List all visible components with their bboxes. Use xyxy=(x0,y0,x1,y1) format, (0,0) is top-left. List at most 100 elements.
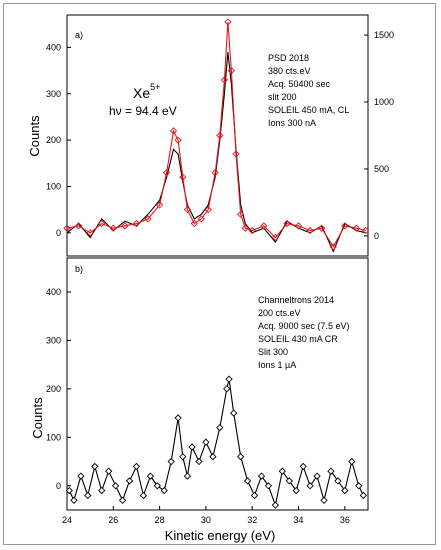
panel-b-annotation-line: Ions 1 µA xyxy=(258,360,296,370)
panel-b-ytick-label: 100 xyxy=(46,432,61,442)
panel-a: 0 100 200 300 400 0 500 1000 1500 a) Xe5+ hν = … xyxy=(27,14,394,257)
panel-b-ytick-label: 300 xyxy=(46,335,61,345)
panel-a-ylabel: Counts xyxy=(27,115,42,157)
ion-charge: 5+ xyxy=(150,82,160,92)
panel-b-series-0-point xyxy=(243,477,252,485)
panel-b-series-0-point xyxy=(160,486,168,495)
panel-a-right-tick-label: 1000 xyxy=(374,97,394,107)
panel-b-xtick-label: 24 xyxy=(62,515,72,525)
panel-b-series-0-point xyxy=(271,501,280,509)
panel-b-series-0-line xyxy=(68,379,364,508)
panel-b-plot-frame xyxy=(66,257,369,511)
figure-frame xyxy=(3,3,436,545)
panel-b-series-0-point xyxy=(257,472,266,480)
panel-a-series-1-point xyxy=(294,222,303,230)
panel-a-ytick-label: 0 xyxy=(56,228,61,238)
panel-b-series-0-point xyxy=(320,496,328,504)
panel-a-series-1-point xyxy=(109,224,117,232)
panel-b-series-0-point xyxy=(306,482,314,490)
panel-b-series-0-point xyxy=(179,453,187,461)
panel-b-series-0-point xyxy=(153,482,161,490)
panel-a-left-ticks: 0 100 200 300 400 xyxy=(46,42,71,238)
x-axis-label: Kinetic energy (eV) xyxy=(165,528,276,543)
panel-a-series-1-point xyxy=(183,206,192,214)
panel-b-series-0-point xyxy=(132,462,141,471)
panel-b-x-ticks: 24 26 28 30 32 34 36 xyxy=(62,506,350,525)
panel-a-series-1-point xyxy=(220,76,229,84)
panel-b-series xyxy=(65,375,368,509)
panel-a-series-1-point xyxy=(197,215,205,223)
panel-a-series-1-point xyxy=(204,206,212,214)
panel-b-ylabel: Counts xyxy=(30,397,45,439)
panel-a-series-1-point xyxy=(216,131,224,140)
panel-a-series-1-point xyxy=(211,168,219,177)
panel-b-annotation-line: 200 cts.eV xyxy=(258,308,301,318)
panel-b-ytick-label: 200 xyxy=(46,384,61,394)
panel-b-series-0-point xyxy=(188,443,196,451)
panel-a-series-1-point xyxy=(306,226,314,235)
panel-b-xtick-label: 30 xyxy=(201,515,211,525)
panel-b-xtick-label: 28 xyxy=(155,515,165,525)
panel-b-series-0-point xyxy=(230,409,238,417)
panel-b-series-0-point xyxy=(139,491,148,500)
panel-a-series-1-point xyxy=(224,18,232,26)
panel-b-annotation-line: SOLEIL 430 mA CR xyxy=(258,334,338,344)
panel-a-plot-frame xyxy=(66,14,369,257)
panel-a-series-1-point xyxy=(155,201,164,209)
panel-b-series-0-point xyxy=(285,477,293,485)
panel-b-series-0-point xyxy=(125,477,134,485)
panel-a-series-1-point xyxy=(190,219,198,228)
panel-b-series-0-point xyxy=(313,472,321,480)
panel-b-series-0-point xyxy=(264,482,273,490)
panel-b-xtick-label: 32 xyxy=(247,515,257,525)
panel-a-ytick-label: 300 xyxy=(46,89,61,99)
panel-a-series-1-point xyxy=(329,243,337,251)
panel-b-series-0-point xyxy=(355,482,363,490)
panel-a-series-1-point xyxy=(241,224,249,232)
panel-a-series-1-point xyxy=(352,224,361,232)
panel-a-annotation-line: Acq. 50400 sec xyxy=(268,79,331,89)
panel-b-series-0-point xyxy=(348,457,356,466)
panel-b-xtick-label: 26 xyxy=(108,515,118,525)
panel-a-annotation-line: Ions 300 nA xyxy=(268,118,316,128)
panel-b-series-0-point xyxy=(98,486,106,495)
panel-b-series-0-point xyxy=(111,482,120,490)
panel-b-annotation-line: Acq. 9000 sec (7.5 eV) xyxy=(258,321,350,331)
panel-a-series-1-point xyxy=(162,168,171,177)
panel-b-left-ticks: 0 100 200 300 400 xyxy=(46,287,71,491)
panel-a-annotation-line: SOLEIL 450 mA, CL xyxy=(268,105,349,115)
panel-a-ytick-label: 200 xyxy=(46,135,61,145)
panel-a-series-1-line xyxy=(66,21,366,248)
panel-b-annotation-line: Channeltrons 2014 xyxy=(258,295,334,305)
panel-a-series-1-point xyxy=(121,222,129,230)
panel-b-series-0-point xyxy=(299,462,307,471)
panel-a-annotation-line: 380 cts.eV xyxy=(268,66,311,76)
panel-a-series-1-point xyxy=(169,127,178,135)
panel-b-series-0-point xyxy=(174,414,182,422)
panel-b-series-0-point xyxy=(84,491,92,500)
panel-b-series-0-point xyxy=(91,462,99,471)
panel-b-ytick-label: 0 xyxy=(56,481,61,491)
panel-b-series-0-point xyxy=(225,375,233,383)
panel-b-series-0-point xyxy=(237,453,245,461)
panel-a-right-tick-label: 500 xyxy=(374,164,389,174)
panel-a-series-1-point xyxy=(232,150,240,158)
panel-b-series-0-point xyxy=(202,438,210,446)
panel-a-right-tick-label: 1500 xyxy=(374,30,394,40)
panel-b-series-0-point xyxy=(167,457,175,466)
panel-a-series-1-point xyxy=(132,219,141,228)
panel-a-series-1-point xyxy=(248,226,256,235)
panel-b-series-0-point xyxy=(118,496,127,504)
panel-b-series-0-point xyxy=(341,486,349,495)
panel-b-series-0-point xyxy=(250,491,259,500)
panel-a-series-1-point xyxy=(237,210,245,218)
panel-b-series-0-point xyxy=(146,472,154,480)
panel-a-series-1-point xyxy=(227,66,236,75)
panel-a-right-tick-label: 0 xyxy=(374,231,379,241)
panel-a-ytick-label: 400 xyxy=(46,42,61,52)
panel-b-series-0-point xyxy=(65,486,73,495)
panel-b-series-0-point xyxy=(209,453,217,461)
panel-b-xtick-label: 34 xyxy=(294,515,304,525)
panel-a-series-1-point xyxy=(341,222,349,230)
